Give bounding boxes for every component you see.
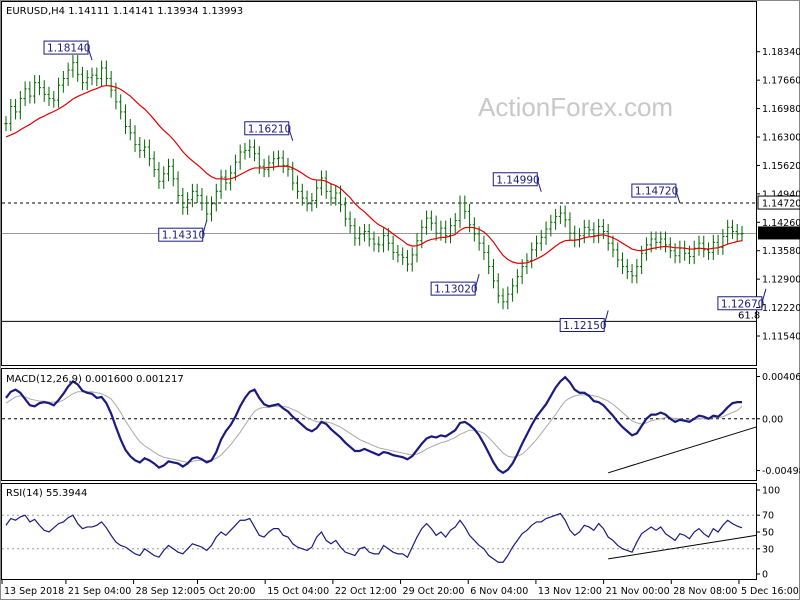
annotation-label: 1.14720: [635, 186, 678, 198]
level-tag: [757, 195, 800, 210]
price-axis-label: 1.17660: [762, 76, 800, 87]
rsi-axis-label: 50: [762, 528, 774, 539]
annotation-box: [631, 183, 677, 198]
price-axis-label: 1.16300: [762, 133, 800, 144]
price-panel-frame: [1, 1, 757, 366]
macd-axis-label: -0.004981: [762, 466, 800, 477]
macd-line: [5, 375, 742, 475]
annotation-label: 1.18140: [47, 43, 90, 55]
annotation-leader: [474, 273, 480, 289]
fib-618-label: 61.8: [738, 310, 760, 321]
x-axis-label: 13 Sep 2018: [4, 586, 64, 597]
current-price-tag: [758, 226, 800, 240]
macd-layer: 0.004069 0.00 -0.004981: [2, 372, 800, 477]
price-axis-label: 1.16980: [762, 104, 800, 115]
annotation-box: [244, 121, 290, 136]
x-axis-label: 21 Nov 00:00: [606, 586, 670, 597]
axis-layer: 13 Sep 2018 21 Sep 04:00 28 Sep 12:00 5 Oct…: [1, 580, 799, 597]
macd-signal-line: [5, 391, 743, 463]
annotation-leader: [675, 190, 681, 204]
macd-label: MACD(12,26,9) 0.001600 0.001217: [6, 374, 184, 385]
annotation-label: 1.13020: [434, 284, 477, 296]
price-axis-label: 1.14260: [762, 218, 800, 229]
level-tag-label: 1.14720: [762, 199, 800, 210]
rsi-label: RSI(14) 55.3944: [6, 488, 87, 499]
price-axis-label: 1.13580: [762, 246, 800, 257]
price-axis-label: 1.14940: [762, 189, 800, 200]
annotation-box: [430, 281, 476, 296]
price-axis-label: 1.18340: [762, 47, 800, 58]
annotation-box: [492, 172, 538, 187]
rsi-layer: 100 70 50 30 0: [2, 486, 780, 581]
annotation-leader: [288, 128, 294, 141]
watermark: ActionForex.com: [478, 92, 673, 122]
x-axis-label: 29 Oct 20:00: [403, 586, 465, 597]
rsi-line: [5, 512, 743, 563]
price-axis-label: 1.12220: [762, 303, 800, 314]
rsi-axis-label: 70: [762, 511, 774, 522]
macd-axis-label: 0.00: [762, 414, 783, 425]
x-axis-label: 21 Sep 04:00: [68, 586, 131, 597]
x-axis-label: 6 Nov 04:00: [470, 586, 528, 597]
x-axis-label: 13 Nov 12:00: [538, 586, 602, 597]
moving-average-line: [5, 84, 743, 264]
current-price-tag-label: 1.13993: [762, 229, 800, 240]
rsi-trendline: [608, 534, 757, 560]
macd-trendline: [608, 426, 757, 474]
annotation-label: 1.16210: [248, 123, 291, 135]
rsi-axis-label: 0: [762, 570, 768, 581]
symbol-header: EURUSD,H4 1.14111 1.14141 1.13934 1.1399…: [6, 6, 243, 17]
annotation-box: [559, 317, 605, 332]
annotation-box: [158, 227, 204, 242]
annotation-leader: [202, 220, 208, 235]
price-axis-label: 1.11540: [762, 332, 800, 343]
x-axis-label: 15 Oct 04:00: [267, 586, 329, 597]
annotation-label: 1.12150: [563, 320, 606, 332]
annotation-leader: [87, 47, 93, 61]
macd-axis-label: 0.004069: [762, 372, 800, 383]
rsi-axis-label: 30: [762, 544, 774, 555]
annotation-label: 1.14310: [162, 230, 205, 242]
macd-panel-frame: [1, 368, 757, 481]
x-axis-label: 28 Nov 08:00: [673, 586, 737, 597]
annotation-box: [43, 40, 89, 55]
annotation-leader: [536, 179, 542, 192]
x-axis-label: 5 Dec 16:00: [741, 586, 799, 597]
rsi-axis-label: 100: [762, 486, 780, 497]
price-axis-label: 1.15620: [762, 161, 800, 172]
price-axis-label: 1.12900: [762, 275, 800, 286]
price-layer: 61.8 1.18140 1.14310 1.16210 1.13020 1.14990 1…: [2, 40, 800, 343]
x-axis-label: 5 Oct 20:00: [200, 586, 256, 597]
annotation-box: [717, 296, 763, 311]
annotation-label: 1.12670: [721, 298, 764, 310]
annotation-leader: [761, 288, 767, 304]
x-axis-label: 28 Sep 12:00: [136, 586, 199, 597]
annotation-label: 1.14990: [496, 174, 539, 186]
x-axis-label: 22 Oct 12:00: [335, 586, 397, 597]
annotation-leader: [603, 310, 609, 326]
